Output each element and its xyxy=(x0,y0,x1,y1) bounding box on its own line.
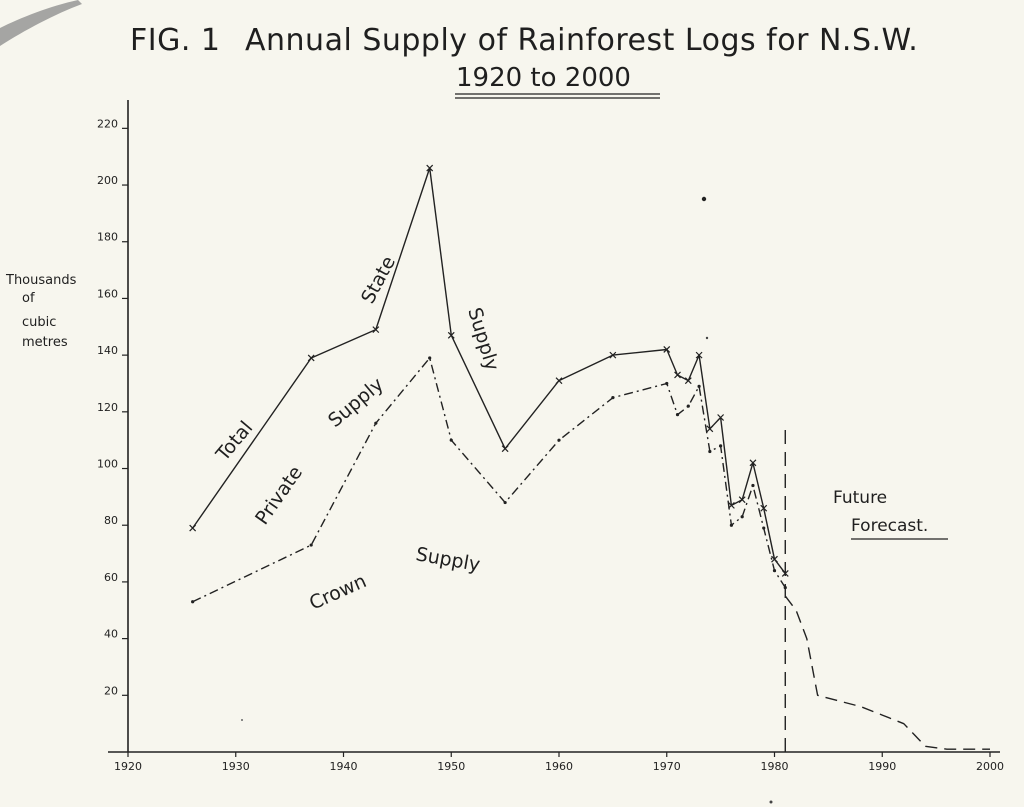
y-axis-label-line-4: metres xyxy=(22,335,68,350)
data-point-x-marker xyxy=(717,414,725,421)
x-tick-label: 1940 xyxy=(330,760,358,773)
annotation-forecast: Forecast. xyxy=(851,516,928,536)
annotation-state: State xyxy=(357,253,400,308)
data-point-dot xyxy=(686,404,690,408)
x-tick-label: 1990 xyxy=(868,760,896,773)
figure-number: FIG. 1 xyxy=(130,23,221,58)
x-tick-label: 1960 xyxy=(545,760,573,773)
x-tick-label: 1950 xyxy=(437,760,465,773)
data-point-x-marker xyxy=(760,504,768,512)
y-tick-label: 120 xyxy=(97,401,118,414)
y-axis-label-line-3: cubic xyxy=(22,315,56,330)
data-point-dot xyxy=(449,438,453,442)
data-point-x-marker xyxy=(771,555,778,563)
data-point-x-marker xyxy=(684,377,692,385)
data-point-x-marker xyxy=(555,377,563,385)
data-point-x-marker xyxy=(426,164,434,172)
scan-speck xyxy=(769,800,773,804)
data-point-x-marker xyxy=(372,326,380,334)
data-point-dot xyxy=(611,396,615,400)
series-line-dash-dot xyxy=(192,357,786,603)
y-ticks-group: 20 40 60 80 100 120 140 160 180 200 220 xyxy=(97,117,128,697)
y-tick-label: 80 xyxy=(104,514,118,527)
data-point-x-marker xyxy=(501,445,509,453)
data-point-dot xyxy=(708,449,712,454)
data-point-dot xyxy=(191,600,195,604)
annotation-crown: Crown xyxy=(306,570,370,614)
data-point-x-marker xyxy=(695,351,703,359)
series-line-dashed xyxy=(784,595,990,750)
scan-speck xyxy=(241,719,243,721)
data-point-x-marker xyxy=(307,354,315,362)
x-tick-label: 1920 xyxy=(114,760,142,773)
data-point-dot xyxy=(751,483,755,488)
data-point-x-marker xyxy=(609,351,617,359)
series-layer xyxy=(189,164,990,750)
data-point-dot xyxy=(557,438,561,442)
data-point-dot xyxy=(309,543,313,547)
data-point-x-marker xyxy=(706,425,714,433)
y-tick-label: 180 xyxy=(97,231,118,244)
data-point-dot xyxy=(503,500,507,505)
data-point-x-marker xyxy=(663,346,671,353)
x-tick-label: 2000 xyxy=(976,760,1004,773)
y-tick-label: 200 xyxy=(97,174,118,187)
y-tick-label: 40 xyxy=(104,628,118,641)
data-point-dot xyxy=(719,444,723,448)
data-point-dot xyxy=(697,384,701,388)
y-tick-label: 160 xyxy=(97,287,118,300)
annotation-total: Total xyxy=(211,417,257,466)
x-ticks-group: 1920 1930 1940 1950 1960 1970 1980 1990 2000 xyxy=(114,752,1004,773)
annotation-private-supply: Supply xyxy=(324,373,388,431)
data-point-x-marker xyxy=(749,459,757,467)
data-point-x-marker xyxy=(447,331,455,339)
x-tick-label: 1970 xyxy=(653,760,681,773)
y-tick-label: 100 xyxy=(97,458,118,471)
data-point-dot xyxy=(729,523,734,527)
data-point-x-marker xyxy=(674,371,681,379)
chart-subtitle: 1920 to 2000 xyxy=(456,63,631,93)
series-line-solid-x xyxy=(192,167,786,574)
x-tick-label: 1980 xyxy=(761,760,789,773)
scan-speck xyxy=(701,196,707,202)
y-tick-label: 60 xyxy=(104,571,118,584)
scan-speck xyxy=(705,336,709,340)
data-point-dot xyxy=(772,568,777,573)
data-point-x-marker xyxy=(738,496,746,504)
data-point-dot xyxy=(740,515,744,519)
data-point-dot xyxy=(428,356,432,360)
data-point-dot xyxy=(675,413,680,417)
data-point-dot xyxy=(665,381,669,386)
annotation-state-supply: Supply xyxy=(463,305,503,373)
annotation-future: Future xyxy=(833,488,887,508)
y-tick-label: 140 xyxy=(97,344,118,357)
data-point-dot xyxy=(762,526,766,530)
x-tick-label: 1930 xyxy=(222,760,250,773)
y-tick-label: 220 xyxy=(97,117,118,130)
y-axis-label-line-1: Thousands xyxy=(5,273,77,288)
y-axis-label-line-2: of xyxy=(22,291,35,306)
annotation-private: Private xyxy=(251,462,307,529)
pen-mark-decoration xyxy=(0,0,82,46)
y-tick-label: 20 xyxy=(104,684,118,697)
chart-title: Annual Supply of Rainforest Logs for N.S… xyxy=(245,23,918,58)
annotation-crown-supply: Supply xyxy=(414,543,482,576)
data-point-dot xyxy=(374,421,378,425)
data-point-x-marker xyxy=(189,524,197,532)
